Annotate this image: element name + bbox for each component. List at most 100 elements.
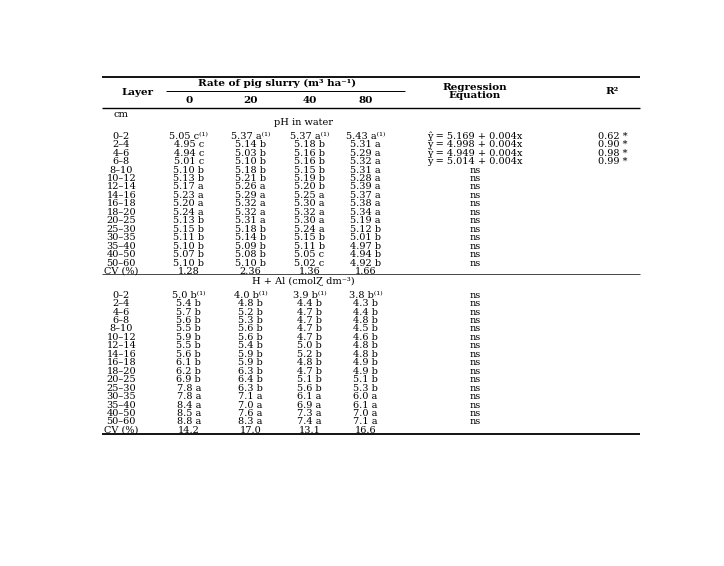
Text: 6–8: 6–8 [113,316,130,325]
Text: 6.1 a: 6.1 a [297,392,321,401]
Text: Rate of pig slurry (m³ ha⁻¹): Rate of pig slurry (m³ ha⁻¹) [198,79,356,88]
Text: 5.30 a: 5.30 a [294,216,324,225]
Text: 10–12: 10–12 [106,174,136,183]
Text: 5.9 b: 5.9 b [238,350,263,359]
Text: 20: 20 [243,96,258,105]
Text: 7.4 a: 7.4 a [297,418,321,426]
Text: 16–18: 16–18 [106,358,136,367]
Text: ns: ns [469,316,481,325]
Text: 8–10: 8–10 [109,165,133,174]
Text: 5.21 b: 5.21 b [235,174,266,183]
Text: 7.0 a: 7.0 a [353,409,378,418]
Text: 4.8 b: 4.8 b [238,299,263,308]
Text: 5.13 b: 5.13 b [173,216,204,225]
Text: 6.9 a: 6.9 a [298,401,321,410]
Text: 5.23 a: 5.23 a [173,191,204,200]
Text: 5.19 b: 5.19 b [294,174,325,183]
Text: 16–18: 16–18 [106,199,136,208]
Text: 5.10 b: 5.10 b [235,259,266,268]
Text: ns: ns [469,191,481,200]
Text: 4.7 b: 4.7 b [297,333,322,342]
Text: 4.95 c: 4.95 c [174,140,204,149]
Text: ns: ns [469,290,481,299]
Text: 5.31 a: 5.31 a [235,216,266,225]
Text: 6.2 b: 6.2 b [176,367,201,376]
Text: 5.6 b: 5.6 b [177,316,201,325]
Text: ns: ns [469,358,481,367]
Text: 5.32 a: 5.32 a [235,208,266,217]
Text: 6.1 b: 6.1 b [176,358,201,367]
Text: 5.3 b: 5.3 b [353,384,378,393]
Text: 50–60: 50–60 [106,259,136,268]
Text: 4.9 b: 4.9 b [353,367,378,376]
Text: 5.4 b: 5.4 b [238,341,263,350]
Text: 40: 40 [302,96,316,105]
Text: 5.18 b: 5.18 b [235,225,266,234]
Text: 20–25: 20–25 [106,216,136,225]
Text: 1.36: 1.36 [298,267,320,276]
Text: 5.19 a: 5.19 a [350,216,381,225]
Text: ns: ns [469,174,481,183]
Text: 5.16 b: 5.16 b [294,149,325,158]
Text: 5.6 b: 5.6 b [177,350,201,359]
Text: 5.03 b: 5.03 b [235,149,266,158]
Text: 5.30 a: 5.30 a [294,199,324,208]
Text: 40–50: 40–50 [106,409,136,418]
Text: ns: ns [469,384,481,393]
Text: 5.6 b: 5.6 b [297,384,321,393]
Text: 4.7 b: 4.7 b [297,367,322,376]
Text: ŷ = 4.998 + 0.004x: ŷ = 4.998 + 0.004x [427,140,523,149]
Text: ns: ns [469,182,481,191]
Text: 5.09 b: 5.09 b [235,242,266,251]
Text: ns: ns [469,165,481,174]
Text: 5.29 a: 5.29 a [350,149,381,158]
Text: CV (%): CV (%) [104,267,138,276]
Text: 5.7 b: 5.7 b [176,307,201,316]
Text: 1.28: 1.28 [178,267,200,276]
Text: 0.62 *: 0.62 * [597,132,627,141]
Text: 8.3 a: 8.3 a [238,418,263,426]
Text: ns: ns [469,307,481,316]
Text: ns: ns [469,392,481,401]
Text: 5.10 b: 5.10 b [173,165,204,174]
Text: 5.37 a⁽¹⁾: 5.37 a⁽¹⁾ [290,132,329,141]
Text: 8.5 a: 8.5 a [177,409,201,418]
Text: 4.6 b: 4.6 b [353,333,378,342]
Text: 0: 0 [185,96,193,105]
Text: 14–16: 14–16 [106,350,136,359]
Text: 5.37 a⁽¹⁾: 5.37 a⁽¹⁾ [231,132,270,141]
Text: ns: ns [469,250,481,259]
Text: R²: R² [606,87,619,96]
Text: 5.05 c: 5.05 c [294,250,324,259]
Text: 2–4: 2–4 [113,299,130,308]
Text: 18–20: 18–20 [106,367,136,376]
Text: ns: ns [469,199,481,208]
Text: 5.39 a: 5.39 a [350,182,381,191]
Text: 5.5 b: 5.5 b [177,324,201,333]
Text: 7.8 a: 7.8 a [177,392,201,401]
Text: 14.2: 14.2 [178,426,200,435]
Text: 7.1 a: 7.1 a [353,418,378,426]
Text: 5.14 b: 5.14 b [235,233,266,242]
Text: 5.0 b: 5.0 b [297,341,321,350]
Text: ns: ns [469,333,481,342]
Text: 3.9 b⁽¹⁾: 3.9 b⁽¹⁾ [292,290,326,299]
Text: 5.32 a: 5.32 a [235,199,266,208]
Text: 5.08 b: 5.08 b [235,250,266,259]
Text: 4–6: 4–6 [113,307,130,316]
Text: 4.5 b: 4.5 b [353,324,378,333]
Text: 13.1: 13.1 [298,426,320,435]
Text: ns: ns [469,208,481,217]
Text: 10–12: 10–12 [106,333,136,342]
Text: 5.37 a: 5.37 a [350,191,381,200]
Text: 0.98 *: 0.98 * [597,149,627,158]
Text: 5.20 a: 5.20 a [174,199,204,208]
Text: ŷ = 5.014 + 0.004x: ŷ = 5.014 + 0.004x [427,157,523,166]
Text: 4.92 b: 4.92 b [350,259,381,268]
Text: 4.8 b: 4.8 b [353,316,378,325]
Text: 2–4: 2–4 [113,140,130,149]
Text: 5.05 c⁽¹⁾: 5.05 c⁽¹⁾ [169,132,208,141]
Text: ns: ns [469,259,481,268]
Text: 0.90 *: 0.90 * [597,140,627,149]
Text: 50–60: 50–60 [106,418,136,426]
